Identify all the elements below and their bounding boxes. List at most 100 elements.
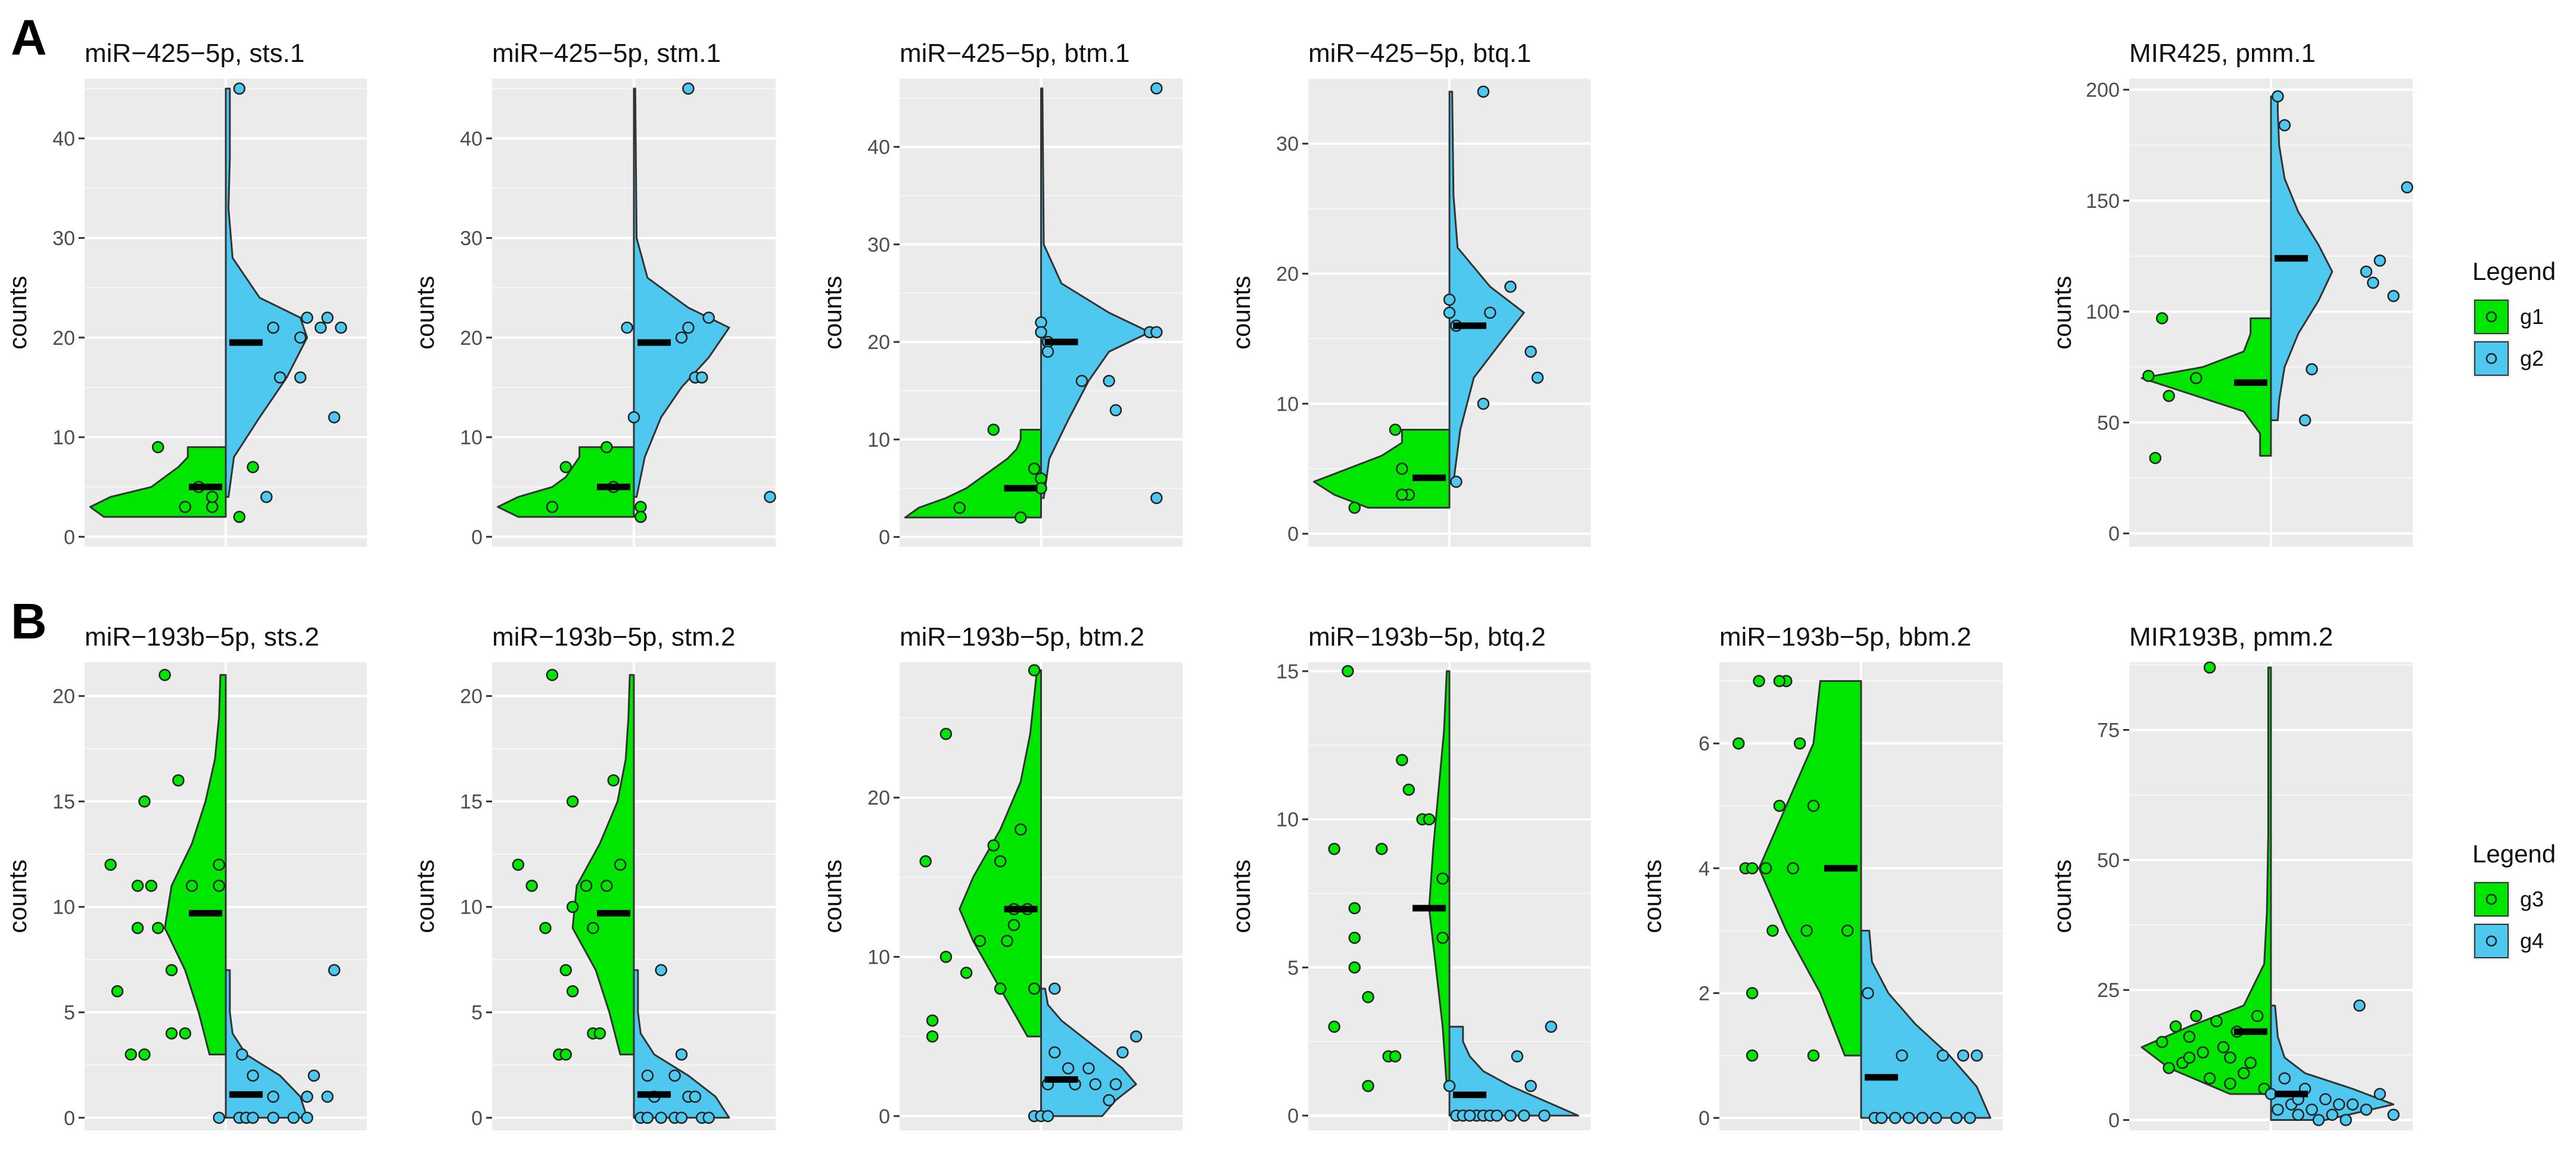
data-point-g3 — [1753, 675, 1765, 687]
data-point-g1 — [1015, 511, 1027, 524]
chart-title: miR−425−5p, btq.1 — [1308, 39, 1531, 68]
panel-label-b: B — [11, 593, 47, 649]
data-point-g1 — [179, 500, 191, 513]
data-point-g4 — [655, 1111, 667, 1124]
chart-title: MIR193B, pmm.2 — [2129, 622, 2333, 652]
data-point-g3 — [125, 1048, 137, 1061]
legend-dot-g4 — [2485, 935, 2497, 947]
data-point-g2 — [321, 311, 334, 324]
data-point-g2 — [1450, 475, 1463, 488]
data-point-g4 — [1504, 1109, 1517, 1122]
y-tick-label: 50 — [2097, 849, 2120, 872]
data-point-g3 — [2251, 1010, 2264, 1023]
y-tick-label: 10 — [1276, 809, 1299, 831]
y-tick-label: 10 — [460, 426, 483, 449]
data-point-g2 — [2387, 289, 2400, 303]
data-point-g2 — [1150, 82, 1163, 95]
data-point-g4 — [301, 1091, 313, 1103]
data-point-g2 — [2373, 254, 2387, 267]
data-point-g2 — [1525, 345, 1537, 358]
data-point-g3 — [131, 921, 144, 934]
legend-label-g4: g4 — [2520, 929, 2544, 953]
y-axis-label: counts — [1227, 276, 1255, 350]
y-tick-label: 10 — [1276, 393, 1299, 416]
data-point-g2 — [1477, 397, 1490, 410]
data-point-g2 — [328, 411, 341, 423]
data-point-g4 — [1041, 1110, 1054, 1123]
data-point-g4 — [2353, 999, 2366, 1012]
violin-g2 — [225, 88, 309, 498]
y-tick-label: 10 — [867, 429, 890, 451]
data-point-g3 — [1423, 813, 1436, 825]
chart-title: miR−425−5p, sts.1 — [85, 39, 304, 68]
data-point-g3 — [213, 858, 225, 871]
data-point-g4 — [2360, 1103, 2373, 1116]
data-point-g4 — [668, 1069, 681, 1082]
data-point-g3 — [1746, 1049, 1759, 1062]
y-tick-label: 30 — [460, 228, 483, 250]
chart-panel: 0 25 50 75 MIR193B, pmm.2 counts — [2048, 622, 2413, 1132]
legend-label-g2: g2 — [2520, 346, 2544, 370]
data-point-g3 — [2210, 1015, 2223, 1027]
y-axis-label: counts — [819, 276, 847, 350]
data-point-g3 — [1746, 987, 1759, 999]
y-tick-label: 30 — [1276, 133, 1299, 155]
y-tick-label: 5 — [64, 1002, 75, 1024]
data-point-g3 — [131, 880, 144, 892]
data-point-g3 — [1007, 918, 1021, 931]
data-point-g1 — [247, 460, 259, 473]
data-point-g3 — [158, 668, 171, 681]
data-point-g2 — [294, 331, 307, 344]
y-tick-label: 10 — [52, 426, 75, 449]
data-point-g2 — [2360, 265, 2373, 278]
data-point-g1 — [206, 500, 219, 513]
data-point-g3 — [566, 901, 579, 913]
data-point-g4 — [1109, 1078, 1122, 1091]
data-point-g4 — [1862, 987, 1874, 999]
data-point-g2 — [273, 371, 287, 384]
data-point-g3 — [2183, 1051, 2196, 1064]
data-point-g3 — [2155, 1036, 2169, 1048]
y-tick-label: 40 — [867, 136, 890, 159]
data-point-g1 — [2149, 451, 2162, 465]
y-tick-label: 50 — [2097, 412, 2120, 434]
data-point-g3 — [1773, 675, 1786, 687]
data-point-g2 — [1443, 293, 1456, 306]
violin-g4 — [225, 969, 309, 1119]
violin-g3 — [164, 674, 227, 1056]
data-point-g3 — [111, 985, 124, 998]
data-point-g2 — [1443, 306, 1456, 319]
violin-g3 — [1758, 680, 1862, 1057]
chart-title: miR−193b−5p, btq.2 — [1308, 622, 1546, 652]
data-point-g3 — [151, 921, 164, 934]
y-tick-label: 10 — [52, 896, 75, 919]
data-point-g3 — [1841, 924, 1854, 937]
data-point-g3 — [994, 855, 1007, 868]
data-point-g3 — [926, 1030, 939, 1043]
legend-dot-g1 — [2485, 311, 2497, 323]
data-point-g3 — [2163, 1061, 2175, 1074]
data-point-g4 — [675, 1048, 688, 1061]
data-point-g3 — [1807, 1049, 1820, 1062]
data-point-g1 — [987, 423, 1000, 436]
data-point-g4 — [702, 1111, 715, 1124]
violin-g1 — [904, 429, 1042, 519]
data-point-g4 — [1491, 1109, 1503, 1122]
data-point-g3 — [1436, 931, 1449, 944]
data-point-g3 — [1787, 862, 1800, 875]
legend-title: Legend — [2472, 840, 2556, 868]
data-point-g4 — [1062, 1062, 1075, 1074]
data-point-g3 — [1328, 1020, 1340, 1033]
data-point-g4 — [1964, 1111, 1977, 1124]
data-point-g4 — [2278, 1072, 2291, 1085]
data-point-g2 — [1035, 326, 1047, 338]
data-point-g4 — [2346, 1098, 2359, 1111]
data-point-g1 — [233, 510, 246, 524]
data-point-g1 — [2142, 369, 2155, 382]
data-point-g4 — [1089, 1078, 1102, 1091]
y-tick-label: 200 — [2086, 79, 2120, 102]
legend-dot-g2 — [2485, 353, 2497, 364]
legend-title: Legend — [2472, 257, 2556, 285]
data-point-g3 — [185, 880, 198, 892]
